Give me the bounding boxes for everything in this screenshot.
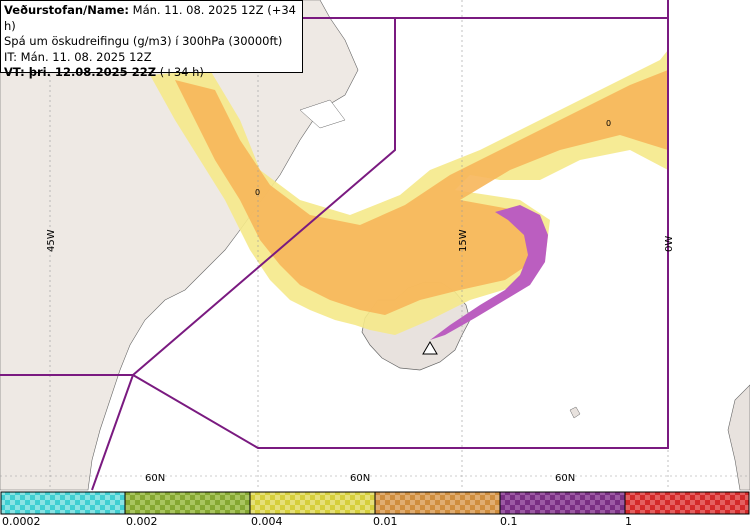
info-line-2: Spá um öskudreifingu (g/m3) í 300hPa (30… — [4, 34, 283, 48]
legend-tick-6: 1 — [625, 515, 632, 528]
info-line-4-rest: (+34 h) — [156, 65, 204, 79]
info-line-4-bold: VT: þri. 12.08.2025 22Z — [4, 65, 157, 79]
legend-tick-3: 0.004 — [251, 515, 283, 528]
concentration-legend: 0.0002 0.002 0.004 0.01 0.1 1 — [0, 490, 750, 532]
legend-swatch-6 — [624, 491, 750, 515]
lat-label-1: 60N — [145, 473, 165, 484]
legend-tick-4: 0.01 — [373, 515, 398, 528]
contour-label-2: 0 — [606, 119, 611, 128]
legend-swatch-3 — [249, 491, 376, 515]
eruption-site-marker — [422, 341, 438, 355]
legend-swatch-2 — [124, 491, 251, 515]
info-line-4: VT: þri. 12.08.2025 22Z (+34 h) — [4, 65, 302, 81]
greenland-landmass — [0, 0, 359, 491]
legend-tick-2: 0.002 — [126, 515, 158, 528]
info-line-1-bold: Veðurstofan/Name: — [4, 3, 129, 17]
legend-tick-5: 0.1 — [500, 515, 518, 528]
legend-swatch-1 — [0, 491, 126, 515]
contour-label-1: 0 — [255, 188, 260, 197]
legend-swatch-4 — [374, 491, 501, 515]
ash-plume-high — [430, 205, 548, 340]
fir-boundary — [0, 0, 669, 491]
lon-label-45w: 45W — [46, 229, 57, 252]
lat-label-2: 60N — [350, 473, 370, 484]
legend-bar — [0, 491, 750, 515]
legend-swatch-5 — [499, 491, 626, 515]
lon-label-0w: 0W — [664, 236, 675, 252]
ash-plume-mid — [175, 70, 668, 315]
forecast-info-box: Veðurstofan/Name: Mán. 11. 08. 2025 12Z … — [0, 0, 303, 79]
info-line-3: IT: Mán. 11. 08. 2025 12Z — [4, 49, 152, 64]
info-line-1-rest: Mán. 11. 08. 2025 12Z (+34 h) — [4, 3, 296, 33]
legend-tick-1: 0.0002 — [2, 515, 41, 528]
greenland-fjord — [299, 99, 346, 129]
lon-label-15w: 15W — [458, 229, 469, 252]
faroe-islands — [569, 406, 581, 419]
info-line-1: Veðurstofan/Name: Mán. 11. 08. 2025 12Z … — [4, 3, 302, 34]
lat-label-3: 60N — [555, 473, 575, 484]
norway-coast — [727, 384, 750, 491]
